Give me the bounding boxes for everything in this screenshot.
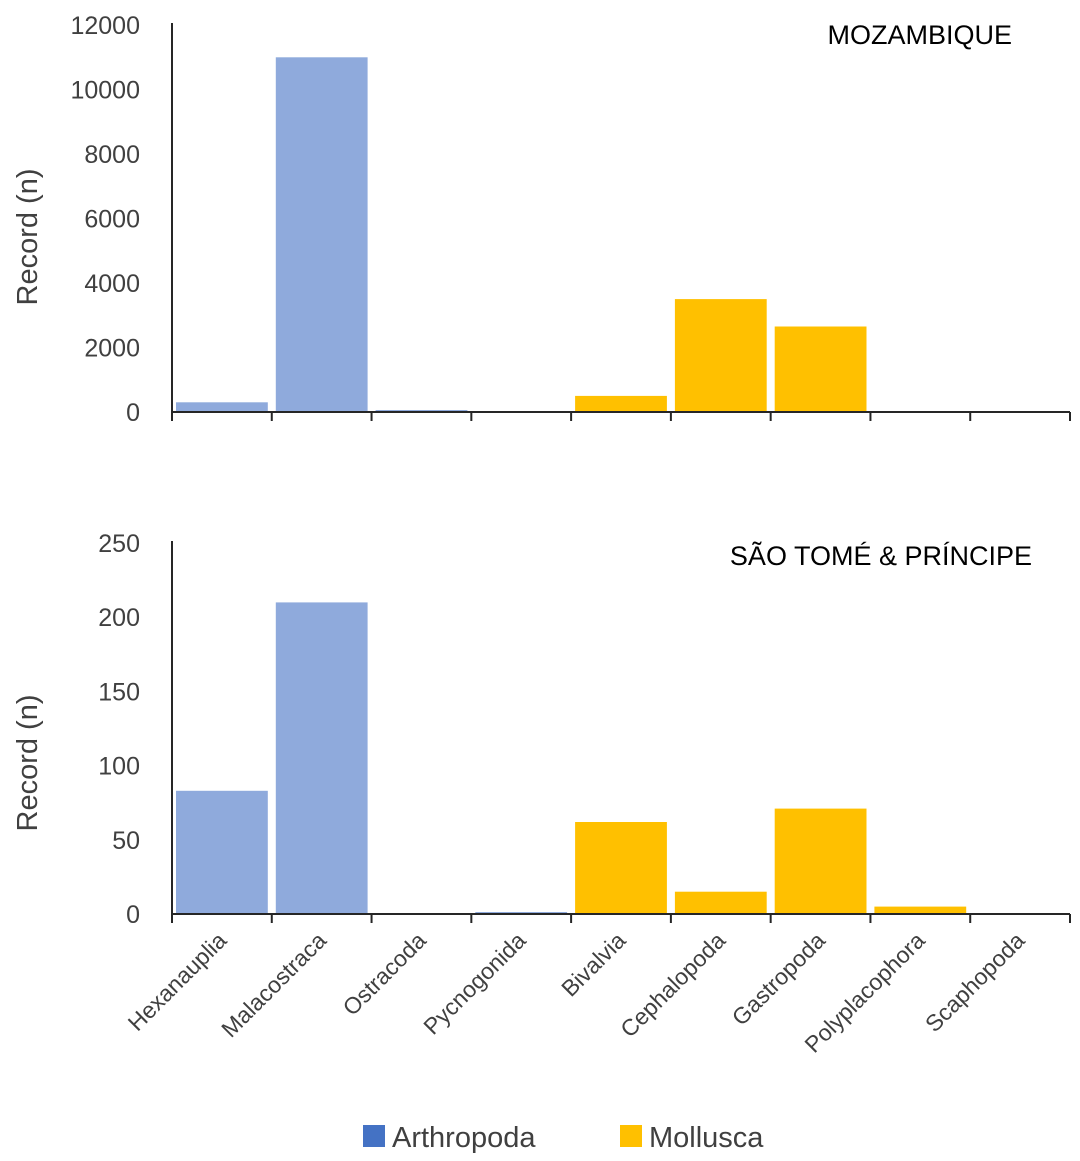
chart-mozambique: MOZAMBIQUE Record (n) 0 2000 4000 6000 8000 1… [12, 12, 1071, 427]
chart-title: MOZAMBIQUE [827, 20, 1012, 50]
y-tick-label: 150 [98, 678, 140, 706]
x-tick-label-gastropoda: Gastropoda [727, 927, 831, 1031]
y-tick-label: 6000 [84, 206, 140, 234]
y-tick-label: 250 [98, 530, 140, 558]
x-tick-label-bivalvia: Bivalvia [556, 927, 631, 1002]
y-tick-label: 200 [98, 604, 140, 632]
y-tick-label: 12000 [70, 12, 140, 40]
y-tick-label: 2000 [84, 335, 140, 363]
bars [176, 602, 967, 914]
bar-hexanauplia [176, 790, 268, 914]
legend: Arthropoda Mollusca [363, 1122, 764, 1154]
legend-label-arthropoda: Arthropoda [392, 1122, 536, 1154]
y-tick-label: 8000 [84, 141, 140, 169]
y-ticks: 0 50 100 150 200 250 [98, 530, 140, 929]
x-axis [171, 23, 1071, 421]
bar-polyplacophora [874, 906, 967, 914]
bar-gastropoda [774, 808, 867, 914]
y-tick-label: 50 [112, 827, 140, 855]
y-ticks: 0 2000 4000 6000 8000 10000 12000 [70, 12, 140, 427]
x-axis [171, 541, 1071, 923]
x-tick-label-scaphopoda: Scaphopoda [920, 927, 1030, 1037]
chart-title: SÃO TOMÉ & PRÍNCIPE [730, 540, 1032, 571]
bar-hexanauplia [176, 402, 268, 412]
x-tick-label-ostracoda: Ostracoda [338, 927, 432, 1021]
y-tick-label: 0 [126, 901, 140, 929]
y-tick-label: 4000 [84, 270, 140, 298]
legend-swatch-mollusca [620, 1125, 642, 1147]
legend-swatch-arthropoda [363, 1125, 385, 1147]
bar-bivalvia [575, 395, 667, 412]
legend-label-mollusca: Mollusca [649, 1122, 764, 1154]
y-tick-label: 100 [98, 753, 140, 781]
bar-malacostraca [275, 602, 368, 914]
x-tick-label-hexanauplia: Hexanauplia [123, 927, 232, 1036]
y-axis-label: Record (n) [12, 695, 44, 832]
bar-bivalvia [575, 822, 667, 914]
y-axis-label: Record (n) [12, 169, 44, 306]
bars [176, 57, 867, 413]
bar-cephalopoda [674, 299, 767, 412]
y-tick-label: 0 [126, 399, 140, 427]
x-tick-label-cephalopoda: Cephalopoda [615, 927, 730, 1042]
x-tick-label-malacostraca: Malacostraca [216, 927, 331, 1042]
x-tick-label-pycnogonida: Pycnogonida [418, 927, 531, 1040]
y-tick-label: 10000 [70, 77, 140, 105]
bar-gastropoda [774, 326, 867, 412]
chart-sao-tome: SÃO TOMÉ & PRÍNCIPE Record (n) 0 50 100 150… [12, 530, 1071, 1058]
bar-malacostraca [275, 57, 368, 413]
bar-cephalopoda [674, 891, 767, 914]
